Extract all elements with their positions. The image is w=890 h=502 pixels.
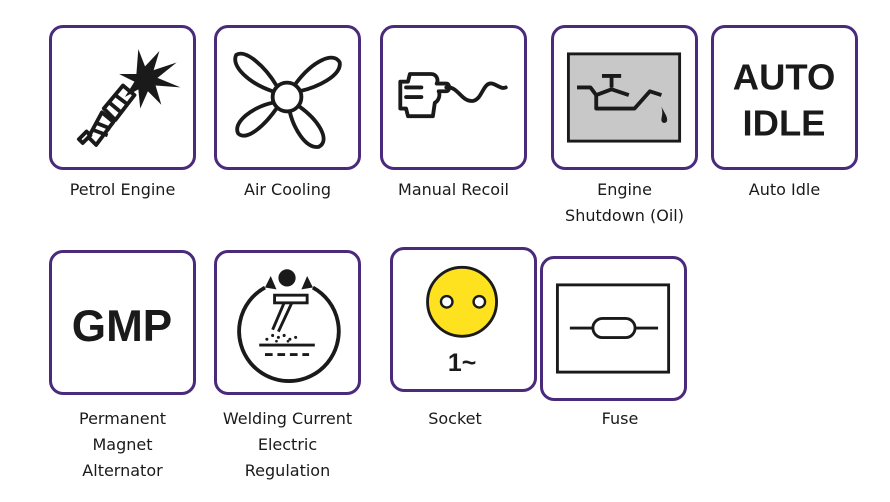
petrol-engine-icon	[76, 49, 181, 147]
socket-caption: Socket	[428, 409, 482, 428]
air-cooling-caption: Air Cooling	[244, 180, 331, 199]
welding-current-regulation-icon	[237, 269, 341, 383]
engine-shutdown-oil-caption: Engine Shutdown (Oil)	[565, 180, 684, 225]
single-phase-text: 1~	[448, 349, 476, 377]
engine-shutdown-oil-tile	[551, 25, 698, 170]
engine-shutdown-oil-icon	[566, 52, 682, 143]
gmp-text: GMP	[72, 302, 172, 351]
auto-idle-caption: Auto Idle	[748, 180, 821, 199]
welding-current-regulation-tile	[214, 250, 361, 395]
air-cooling-tile	[214, 25, 361, 170]
socket-icon: 1~	[426, 265, 499, 377]
manual-recoil-tile	[380, 25, 527, 170]
welding-current-regulation-caption: Welding Current Electric Regulation	[222, 409, 353, 480]
petrol-engine-tile	[49, 25, 196, 170]
auto-idle-icon: AUTO IDLE	[733, 56, 835, 143]
gmp-tile: GMP	[49, 250, 196, 395]
auto-idle-tile: AUTO IDLE	[711, 25, 858, 170]
petrol-engine-caption: Petrol Engine	[69, 180, 176, 199]
gmp-caption: Permanent Magnet Alternator	[78, 409, 166, 480]
manual-recoil-caption: Manual Recoil	[398, 180, 509, 199]
air-cooling-icon	[233, 51, 342, 149]
idle-text: IDLE	[743, 102, 826, 143]
socket-tile: 1~	[390, 247, 537, 392]
fuse-tile	[540, 256, 687, 401]
gmp-icon: GMP	[72, 302, 172, 351]
manual-recoil-icon	[398, 72, 508, 119]
fuse-caption: Fuse	[601, 409, 639, 428]
fuse-icon	[555, 283, 671, 374]
auto-text: AUTO	[733, 56, 835, 97]
